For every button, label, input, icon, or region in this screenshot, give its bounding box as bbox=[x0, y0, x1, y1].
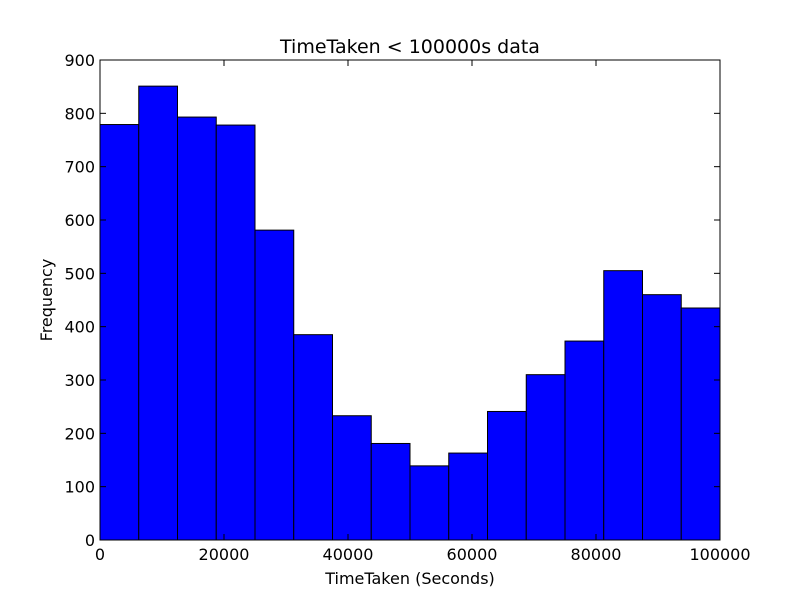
histogram-bar bbox=[564, 340, 605, 541]
x-tick-label: 0 bbox=[95, 545, 105, 564]
histogram-bar bbox=[680, 307, 721, 541]
histogram-bar bbox=[642, 294, 682, 541]
histogram-bar bbox=[99, 124, 140, 541]
y-tick-label: 800 bbox=[64, 104, 95, 123]
histogram-bar bbox=[603, 270, 643, 541]
plot-frame bbox=[99, 59, 721, 541]
x-tick-label: 20000 bbox=[199, 545, 250, 564]
y-tick-label: 400 bbox=[64, 318, 95, 337]
histogram-bar bbox=[487, 410, 527, 541]
chart-title: TimeTaken < 100000s data bbox=[279, 36, 540, 58]
histogram-bar bbox=[370, 442, 411, 541]
y-tick-label: 0 bbox=[85, 531, 95, 550]
x-tick-label: 80000 bbox=[571, 545, 622, 564]
y-tick-label: 600 bbox=[64, 211, 95, 230]
y-tick-label: 100 bbox=[64, 478, 95, 497]
histogram-bar bbox=[215, 124, 256, 541]
x-tick-label: 100000 bbox=[689, 545, 750, 564]
x-axis: 0 20000 40000 60000 80000 100000 bbox=[95, 60, 751, 564]
histogram-bar bbox=[293, 334, 333, 541]
y-tick-label: 700 bbox=[64, 158, 95, 177]
y-axis: 0 100 200 300 400 500 600 700 800 900 bbox=[64, 51, 720, 550]
histogram-bar bbox=[409, 465, 450, 541]
y-axis-label: Frequency bbox=[37, 259, 56, 342]
y-tick-label: 500 bbox=[64, 264, 95, 283]
x-tick-label: 60000 bbox=[447, 545, 498, 564]
histogram-bar bbox=[254, 229, 295, 541]
histogram-bar bbox=[448, 452, 488, 541]
y-tick-label: 900 bbox=[64, 51, 95, 70]
bars-group bbox=[99, 85, 721, 541]
y-tick-label: 300 bbox=[64, 371, 95, 390]
histogram-bar bbox=[525, 374, 566, 541]
x-axis-label: TimeTaken (Seconds) bbox=[324, 569, 495, 588]
histogram-bar bbox=[138, 85, 178, 541]
x-tick-label: 40000 bbox=[323, 545, 374, 564]
histogram-bar bbox=[332, 415, 372, 541]
histogram-bar bbox=[177, 116, 217, 541]
y-tick-label: 200 bbox=[64, 424, 95, 443]
